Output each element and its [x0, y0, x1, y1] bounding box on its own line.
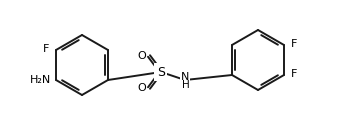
- Text: F: F: [291, 69, 297, 79]
- Text: N: N: [181, 72, 189, 82]
- Text: O: O: [138, 51, 146, 61]
- Text: O: O: [138, 83, 146, 93]
- Text: S: S: [157, 66, 165, 78]
- Text: H₂N: H₂N: [29, 75, 51, 85]
- Text: H: H: [182, 80, 190, 90]
- Text: F: F: [43, 44, 49, 54]
- Text: F: F: [291, 39, 297, 49]
